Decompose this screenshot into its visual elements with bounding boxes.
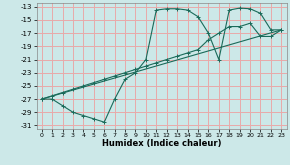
X-axis label: Humidex (Indice chaleur): Humidex (Indice chaleur) <box>102 139 221 148</box>
